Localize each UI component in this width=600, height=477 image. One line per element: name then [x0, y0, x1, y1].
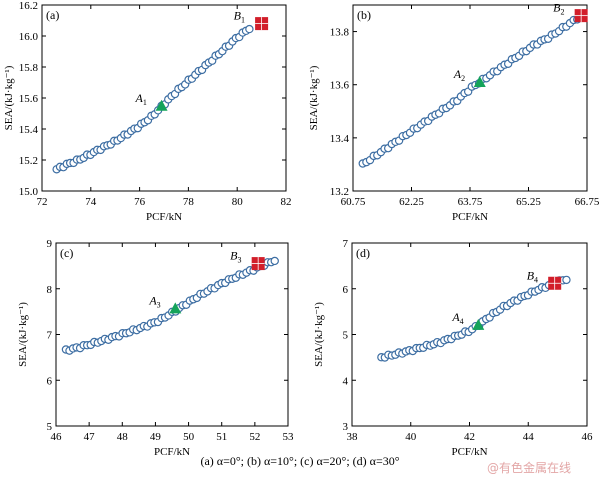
x-tick-label: 49	[150, 431, 162, 443]
x-tick-label: 52	[249, 431, 260, 443]
x-tick-label: 38	[347, 431, 359, 443]
x-tick-label: 44	[523, 431, 535, 443]
panel-a: 72 74 76 78 80 82 15.0 15.2 15.4 15.6 15.8 16.0 16.2…	[3, 0, 292, 223]
x-axis-label: PCF/kN	[452, 211, 488, 223]
y-tick-label: 7	[47, 330, 53, 342]
point-b3-label: B3	[230, 249, 241, 265]
x-tick-label: 65.25	[516, 196, 541, 208]
y-tick-label: 7	[343, 238, 349, 250]
panel-b: 60.75 62.25 63.75 65.25 66.75 13.2 13.4 13.6 13.…	[308, 1, 600, 223]
y-axis-label: SEA/(kJ·kg⁻¹)	[313, 302, 325, 367]
watermark-text: @有色金属在线	[487, 461, 572, 475]
y-tick-label: 13.6	[330, 80, 350, 92]
x-tick-label: 62.25	[399, 196, 424, 208]
x-tick-label: 82	[281, 196, 292, 208]
point-a2-label: A2	[453, 67, 465, 83]
x-tick-label: 53	[283, 431, 295, 443]
y-tick-label: 6	[343, 284, 349, 296]
point-a3-label: A3	[148, 293, 160, 309]
y-tick-label: 15.2	[19, 155, 38, 167]
y-tick-label: 16.0	[19, 31, 39, 43]
y-tick-label: 13.2	[330, 186, 349, 198]
y-tick-label: 15.4	[19, 124, 39, 136]
caption-text: (a) α=0°; (b) α=10°; (c) α=20°; (d) α=30…	[200, 454, 400, 468]
y-tick-label: 5	[47, 421, 53, 433]
x-tick-label: 46	[51, 431, 63, 443]
x-axis-label: PCF/kN	[451, 446, 487, 458]
y-tick-label: 4	[343, 375, 349, 387]
panel-label: (a)	[46, 8, 59, 22]
x-tick-label: 66.75	[575, 196, 600, 208]
x-tick-label: 76	[134, 196, 146, 208]
y-tick-label: 5	[343, 330, 349, 342]
x-tick-label: 48	[117, 431, 129, 443]
point-a2-marker	[473, 76, 486, 88]
y-tick-label: 16.2	[19, 0, 38, 12]
point-b2-label: B2	[553, 1, 564, 17]
point-b1-label: B1	[234, 9, 245, 25]
x-tick-label: 80	[232, 196, 244, 208]
x-tick-label: 60.75	[341, 196, 366, 208]
point-a3-marker	[169, 302, 182, 314]
x-tick-label: 74	[85, 196, 97, 208]
point-a4-marker	[472, 318, 485, 330]
y-axis-label: SEA/(kJ·kg⁻¹)	[17, 302, 29, 367]
y-tick-label: 13.4	[330, 133, 350, 145]
x-tick-label: 51	[216, 431, 227, 443]
x-tick-label: 50	[183, 431, 195, 443]
data-point	[270, 256, 279, 266]
y-tick-label: 3	[343, 421, 349, 433]
x-tick-label: 63.75	[458, 196, 483, 208]
panel-label: (b)	[357, 8, 371, 22]
x-tick-label: 40	[405, 431, 417, 443]
y-axis-label: SEA/(kJ·kg⁻¹)	[3, 65, 15, 130]
y-tick-label: 8	[47, 284, 53, 296]
point-a1-marker	[155, 99, 168, 111]
x-axis-label: PCF/kN	[154, 446, 190, 458]
x-tick-label: 78	[183, 196, 195, 208]
panel-c: 46 47 48 49 50 51 52 53 5 6 7 8 9 PCF/kN SEA/(kJ·kg⁻¹)…	[17, 238, 294, 458]
y-tick-label: 6	[47, 375, 53, 387]
y-tick-label: 15.8	[19, 62, 39, 74]
y-tick-label: 9	[47, 238, 53, 250]
y-tick-label: 15.6	[19, 93, 39, 105]
figure-caption: (a) α=0°; (b) α=10°; (c) α=20°; (d) α=30…	[0, 454, 600, 469]
point-a4-label: A4	[451, 310, 463, 326]
panel-d: 38 40 42 44 46 3 4 5 6 7 PCF/kN SEA/(kJ·kg⁻¹) (d) A4 B…	[313, 238, 593, 458]
y-axis-label: SEA/(kJ·kg⁻¹)	[308, 65, 320, 130]
y-tick-label: 13.8	[330, 27, 350, 39]
data-point	[245, 24, 254, 34]
point-a1-label: A1	[135, 91, 147, 107]
point-b4-label: B4	[527, 268, 538, 284]
x-axis-label: PCF/kN	[146, 211, 182, 223]
panel-label: (c)	[60, 246, 73, 260]
panel-label: (d)	[356, 246, 370, 260]
x-tick-label: 46	[582, 431, 594, 443]
data-point	[562, 275, 571, 285]
y-tick-label: 15.0	[19, 186, 39, 198]
x-tick-label: 42	[464, 431, 475, 443]
x-tick-label: 72	[37, 196, 48, 208]
x-tick-label: 47	[84, 431, 96, 443]
